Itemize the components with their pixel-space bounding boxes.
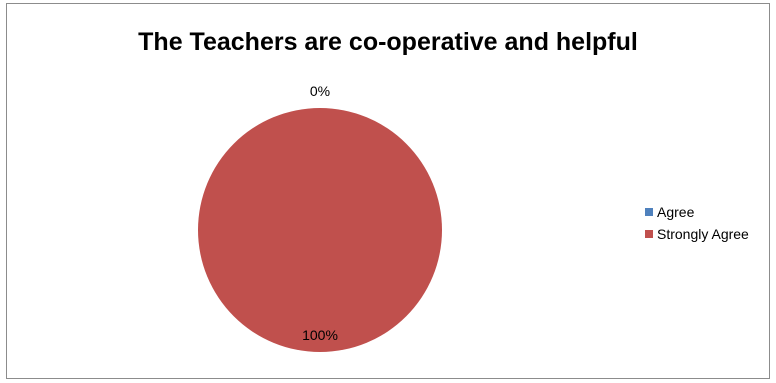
legend: Agree Strongly Agree bbox=[645, 201, 749, 245]
legend-item-strongly-agree: Strongly Agree bbox=[645, 223, 749, 245]
pie-slice-strongly-agree bbox=[198, 108, 442, 352]
legend-swatch-agree bbox=[645, 208, 653, 216]
legend-label-agree: Agree bbox=[657, 204, 695, 220]
legend-label-strongly-agree: Strongly Agree bbox=[657, 226, 749, 242]
legend-item-agree: Agree bbox=[645, 201, 749, 223]
legend-swatch-strongly-agree bbox=[645, 230, 653, 238]
data-label-agree: 0% bbox=[310, 83, 330, 99]
data-label-strongly-agree: 100% bbox=[302, 327, 338, 343]
chart-title: The Teachers are co-operative and helpfu… bbox=[138, 28, 638, 56]
